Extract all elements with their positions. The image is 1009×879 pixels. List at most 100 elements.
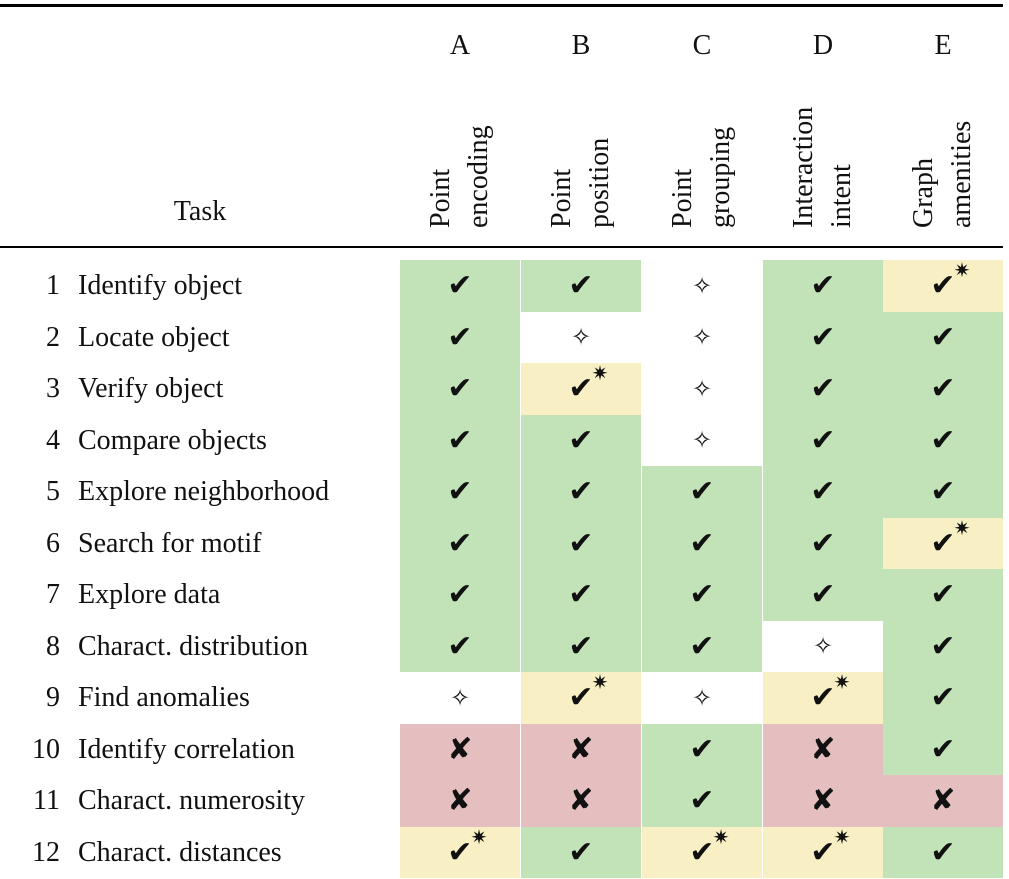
check-icon: ✔ xyxy=(642,775,762,827)
cross-icon: ✘ xyxy=(400,775,520,827)
task-label: Identify correlation xyxy=(78,733,295,765)
check-icon: ✔ xyxy=(521,517,641,569)
check-icon: ✔ xyxy=(521,260,641,312)
cross-icon: ✘ xyxy=(883,775,1003,827)
row-number: 12 xyxy=(32,836,60,868)
row-number: 1 xyxy=(46,270,60,301)
column-letter-a: A xyxy=(449,30,471,61)
table-row: 10 Identify correlation ✘ ✘ ✔ ✘ ✔ xyxy=(0,723,1003,775)
sparkle-icon: ✧ xyxy=(642,414,762,466)
column-name-line2: amenities xyxy=(946,120,977,228)
check-icon: ✔ xyxy=(883,414,1003,466)
sparkle-icon: ✧ xyxy=(521,311,641,363)
task-label: Charact. numerosity xyxy=(78,785,306,816)
row-number: 11 xyxy=(33,785,60,816)
check-icon: ✔ xyxy=(763,414,883,466)
table-row: 7 Explore data ✔ ✔ ✔ ✔ ✔ xyxy=(0,569,1003,621)
row-number: 2 xyxy=(46,321,60,353)
column-name-line1: Point xyxy=(425,168,456,228)
column-name-line2: encoding xyxy=(463,125,494,228)
top-rule xyxy=(0,4,1003,7)
check-icon: ✔ xyxy=(883,723,1003,775)
task-label: Charact. distribution xyxy=(78,630,309,662)
task-label: Locate object xyxy=(78,321,230,353)
sparkle-icon: ✧ xyxy=(400,672,520,724)
sparkle-icon: ✧ xyxy=(642,260,762,312)
check-star-icon: ✔ ✷ xyxy=(763,670,883,724)
check-icon: ✔ xyxy=(883,466,1003,518)
task-label: Charact. distances xyxy=(78,836,282,868)
column-name-line1: Interaction xyxy=(788,106,819,228)
table-row: 4 Compare objects ✔ ✔ ✧ ✔ ✔ xyxy=(0,414,1003,466)
table-row: 6 Search for motif ✔ ✔ ✔ ✔ ✔ ✷ xyxy=(0,516,1003,569)
task-label: Identify object xyxy=(78,270,243,301)
check-star-icon: ✔ ✷ xyxy=(883,516,1003,569)
table-row: 1 Identify object ✔ ✔ ✧ ✔ ✔ ✷ xyxy=(0,258,1003,312)
row-number: 5 xyxy=(46,476,60,507)
row-number: 7 xyxy=(46,579,60,610)
row-number: 6 xyxy=(46,527,60,559)
table-row: 9 Find anomalies ✧ ✔ ✷ ✧ ✔ ✷ ✔ xyxy=(0,670,1003,724)
sparkle-icon: ✧ xyxy=(642,311,762,363)
cross-icon: ✘ xyxy=(400,723,520,775)
check-icon: ✔ xyxy=(642,620,762,672)
table-row: 11 Charact. numerosity ✘ ✘ ✔ ✘ ✘ xyxy=(0,775,1003,827)
row-number: 9 xyxy=(46,682,60,713)
check-icon: ✔ xyxy=(642,517,762,569)
check-icon: ✔ xyxy=(883,620,1003,672)
check-icon: ✔ xyxy=(883,311,1003,363)
cross-icon: ✘ xyxy=(521,775,641,827)
column-name-line2: position xyxy=(584,137,615,228)
check-star-icon: ✔ ✷ xyxy=(400,825,520,878)
check-icon: ✔ xyxy=(400,569,520,621)
column-letter-e: E xyxy=(934,30,952,61)
check-icon: ✔ xyxy=(521,620,641,672)
sparkle-icon: ✧ xyxy=(763,620,883,672)
check-icon: ✔ xyxy=(763,569,883,621)
check-icon: ✔ xyxy=(642,723,762,775)
header-rule xyxy=(0,246,1003,248)
check-icon: ✔ xyxy=(883,363,1003,415)
table-row: 12 Charact. distances ✔ ✷ ✔ ✔ ✷ ✔ ✷ ✔ xyxy=(0,825,1003,878)
check-icon: ✔ xyxy=(400,311,520,363)
sparkle-icon: ✧ xyxy=(642,672,762,724)
task-label: Explore data xyxy=(78,579,221,610)
check-icon: ✔ xyxy=(521,414,641,466)
column-name-line1: Point xyxy=(667,168,698,228)
column-name-line2: intent xyxy=(826,164,857,228)
column-name-line1: Graph xyxy=(908,158,939,228)
task-column-header: Task xyxy=(173,196,227,227)
check-icon: ✔ xyxy=(400,620,520,672)
check-icon: ✔ xyxy=(521,466,641,518)
check-icon: ✔ xyxy=(763,517,883,569)
row-number: 8 xyxy=(46,630,60,662)
check-icon: ✔ xyxy=(400,517,520,569)
check-icon: ✔ xyxy=(642,569,762,621)
sparkle-icon: ✧ xyxy=(642,363,762,415)
row-number: 3 xyxy=(46,373,60,404)
task-label: Compare objects xyxy=(78,424,267,456)
table-row: 8 Charact. distribution ✔ ✔ ✔ ✧ ✔ xyxy=(0,620,1003,672)
check-icon: ✔ xyxy=(883,826,1003,878)
task-label: Explore neighborhood xyxy=(78,476,330,507)
check-icon: ✔ xyxy=(763,311,883,363)
task-label: Verify object xyxy=(78,373,224,404)
column-letter-c: C xyxy=(692,30,712,61)
check-icon: ✔ xyxy=(521,826,641,878)
row-number: 4 xyxy=(46,424,60,456)
cross-icon: ✘ xyxy=(763,723,883,775)
table-row: 3 Verify object ✔ ✔ ✷ ✧ ✔ ✔ xyxy=(0,361,1003,415)
task-table-body: 1 Identify object ✔ ✔ ✧ ✔ ✔ ✷ 2 Locate object ✔ ✧ ✧ ✔… xyxy=(0,258,1003,878)
row-number: 10 xyxy=(32,733,60,765)
check-icon: ✔ xyxy=(642,466,762,518)
check-icon: ✔ xyxy=(400,414,520,466)
check-star-icon: ✔ ✷ xyxy=(521,670,641,724)
check-icon: ✔ xyxy=(763,466,883,518)
cross-icon: ✘ xyxy=(763,775,883,827)
check-icon: ✔ xyxy=(400,363,520,415)
check-icon: ✔ xyxy=(400,260,520,312)
check-icon: ✔ xyxy=(763,260,883,312)
check-star-icon: ✔ ✷ xyxy=(763,825,883,878)
table-row: 2 Locate object ✔ ✧ ✧ ✔ ✔ xyxy=(0,311,1003,363)
task-label: Find anomalies xyxy=(78,682,250,713)
